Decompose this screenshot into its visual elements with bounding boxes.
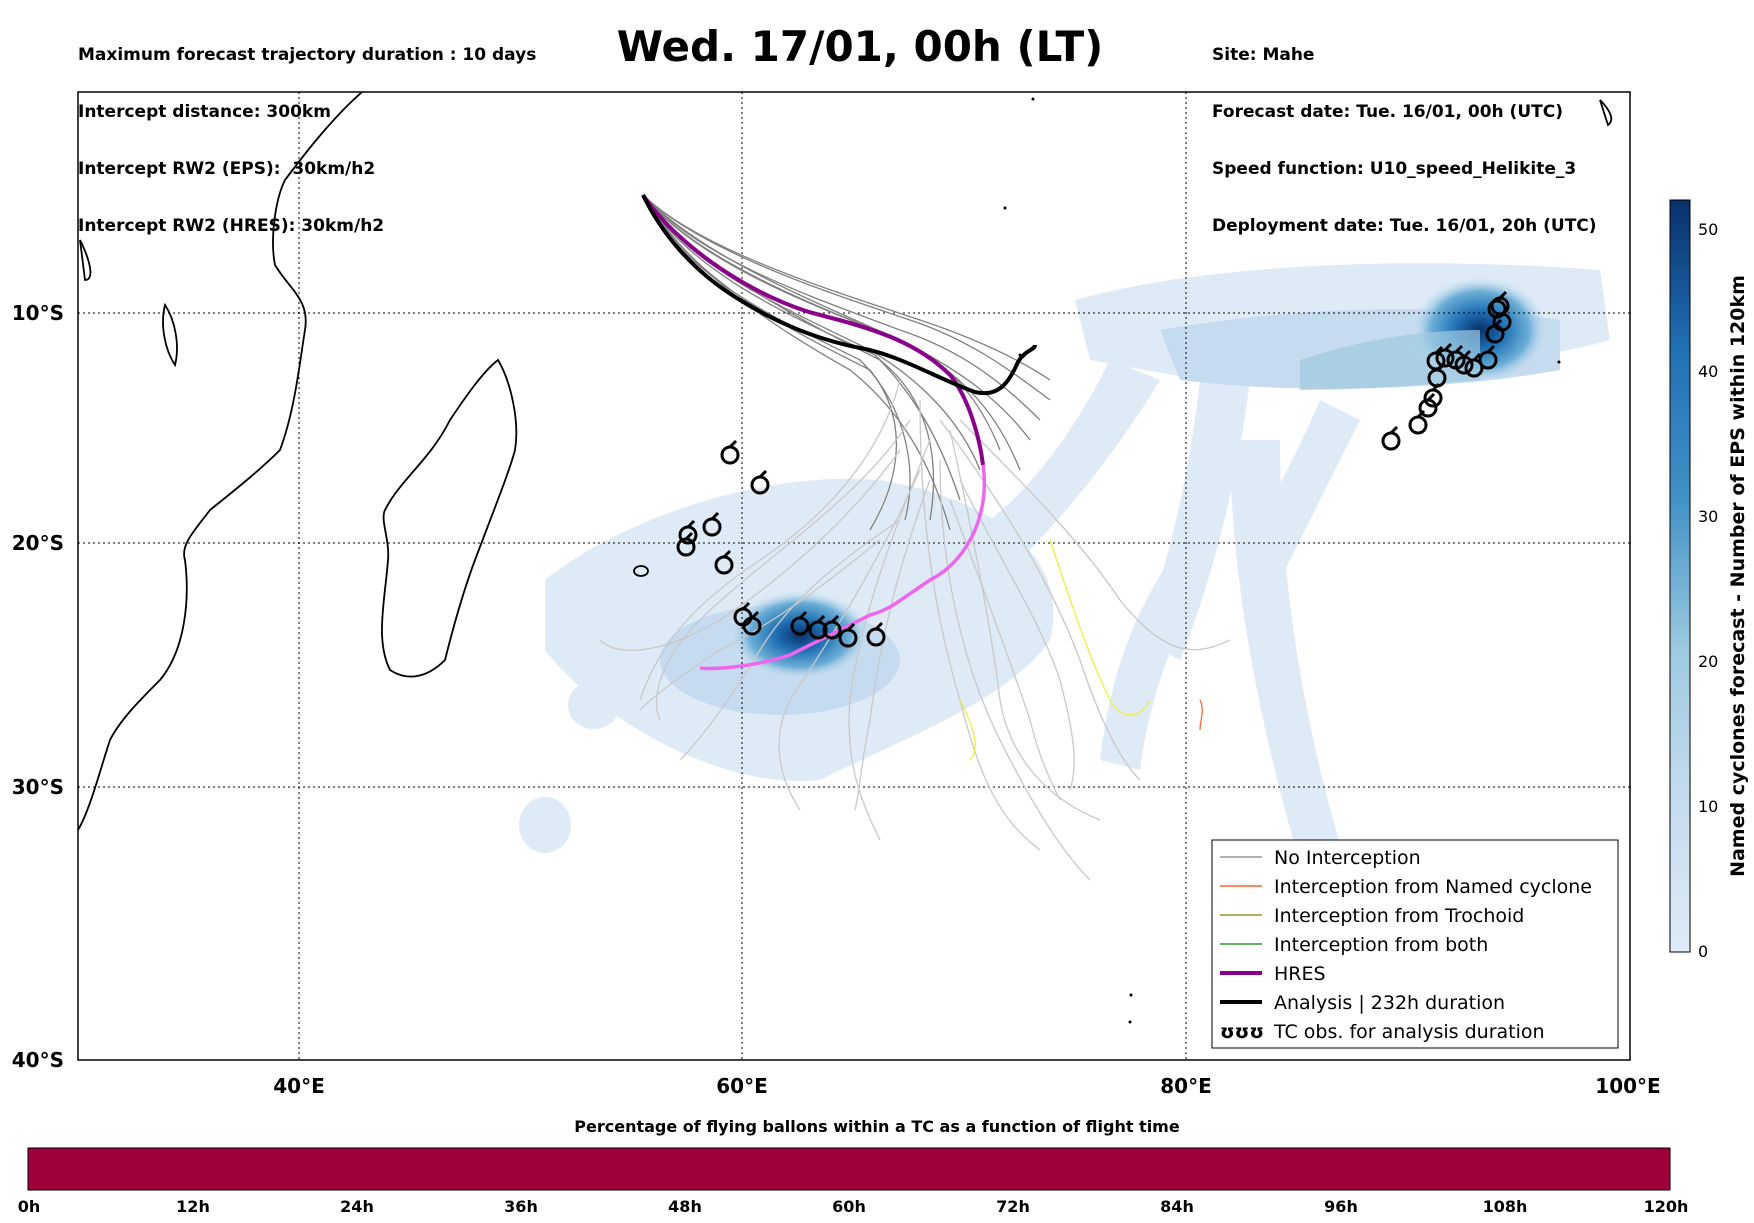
lat-label: 20°S [12,531,64,555]
coastlines [78,92,1613,831]
cyclone-symbol-icon [822,614,842,640]
cyclone-symbol-icon [1454,349,1474,375]
analysis-trajectory [641,194,1037,396]
cyclone-symbol-icon [1464,352,1484,378]
madagascar-coast [381,358,518,678]
header-right-line: Deployment date: Tue. 16/01, 20h (UTC) [1212,216,1597,236]
cyclone-symbol-icon [838,622,858,648]
legend-hres: HRES [1274,963,1326,985]
colorbar-label: Named cyclones forecast - Number of EPS … [1727,275,1749,877]
hres-trajectory [641,193,985,466]
colorbar-tick: 50 [1698,220,1718,239]
colorbar-tick: 0 [1698,942,1708,961]
flight-tick: 108h [1483,1197,1528,1216]
tc-observations [676,290,1512,648]
cyclone-symbol-icon [678,519,698,545]
flight-tick: 96h [1324,1197,1358,1216]
cyclone-symbol-icon [1426,345,1446,371]
page-title: Wed. 17/01, 00h (LT) [616,22,1104,71]
cyclone-symbol-icon [1418,392,1438,418]
cyclone-symbol-icon [1381,425,1401,451]
lon-axis-labels: 40°E 60°E 80°E 100°E [273,1074,1660,1098]
flight-tick: 0h [18,1197,41,1216]
legend-named-cyclone: Interception from Named cyclone [1274,876,1592,898]
map-frame [77,91,1631,1061]
cyclone-symbol-icon [750,469,770,495]
cyclone-symbol-icon [1435,342,1455,368]
flight-time-bar-title: Percentage of flying ballons within a TC… [574,1117,1180,1136]
colorbar-tick: 40 [1698,362,1718,381]
legend-trochoid: Interception from Trochoid [1274,905,1524,927]
cyclone-symbol-icon [866,621,886,647]
header-left-line: Intercept RW2 (EPS): 30km/h2 [78,159,376,179]
flight-tick: 120h [1644,1197,1689,1216]
flight-time-ticks: 0h 12h 24h 36h 48h 60h 72h 84h 96h 108h … [18,1197,1689,1216]
lat-label: 30°S [12,775,64,799]
lon-label: 40°E [273,1074,325,1098]
header-right-line: Forecast date: Tue. 16/01, 00h (UTC) [1212,102,1563,122]
lat-axis-labels: 10°S 20°S 30°S 40°S [12,301,64,1072]
legend-cyclone-symbol-icon: ʊʊʊ [1220,1021,1264,1043]
lat-label: 10°S [12,301,64,325]
lon-label: 100°E [1595,1074,1660,1098]
legend-analysis: Analysis | 232h duration [1274,992,1505,1014]
lat-label: 40°S [12,1048,64,1072]
map-plot-area [78,92,1630,1060]
flight-tick: 36h [504,1197,538,1216]
colorbar-tick: 30 [1698,507,1718,526]
hres-trajectory-late [699,464,987,671]
interception-traces [959,539,1203,761]
colorbar-ticks: 0 10 20 30 40 50 [1698,220,1718,961]
cyclone-symbol-icon [702,511,722,537]
legend-no-interception: No Interception [1274,847,1421,869]
africa-coast [78,92,363,831]
colorbar-tick: 20 [1698,652,1718,671]
flight-tick: 60h [832,1197,866,1216]
header-right-line: Site: Mahe [1212,45,1315,65]
cyclone-symbol-icon [676,531,696,557]
header-right-info: Site: Mahe Forecast date: Tue. 16/01, 00… [1212,8,1597,255]
colorbar: 0 10 20 30 40 50 Named cyclones forecast… [1669,199,1749,961]
map-legend: No Interception Interception from Named … [1211,839,1619,1049]
cyclone-symbol-icon [742,610,762,636]
cyclone-symbol-icon [1487,293,1507,319]
colorbar-tick: 10 [1698,797,1718,816]
cyclone-symbol-icon [720,439,740,465]
flight-time-bar: 0h 12h 24h 36h 48h 60h 72h 84h 96h 108h … [18,1147,1689,1216]
header-left-line: Maximum forecast trajectory duration : 1… [78,45,537,65]
cyclone-symbol-icon [1478,344,1498,370]
cyclone-symbol-icon [790,610,810,636]
flight-tick: 24h [340,1197,374,1216]
legend-both: Interception from both [1274,934,1488,956]
flight-tick: 84h [1160,1197,1194,1216]
flight-tick: 72h [996,1197,1030,1216]
cyclone-symbol-icon [808,614,828,640]
lon-label: 60°E [716,1074,768,1098]
cyclone-symbol-icon [714,549,734,575]
header-left-line: Intercept RW2 (HRES): 30km/h2 [78,216,385,236]
legend-tc-obs: TC obs. for analysis duration [1273,1021,1545,1043]
flight-tick: 12h [176,1197,210,1216]
header-right-line: Speed function: U10_speed_Helikite_3 [1212,159,1577,179]
flight-tick: 48h [668,1197,702,1216]
lon-label: 80°E [1160,1074,1212,1098]
